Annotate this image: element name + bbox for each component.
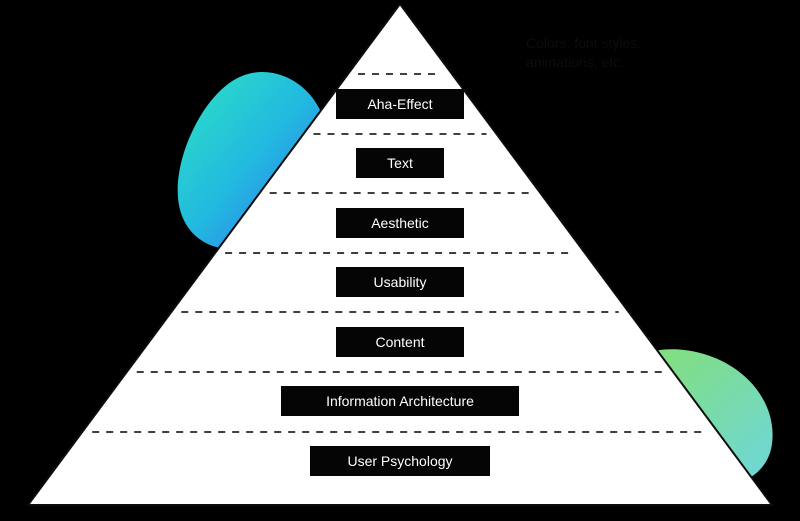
pyramid-layer-1: Text bbox=[356, 148, 444, 178]
annotation-text: Colors, font styles,animations, etc. bbox=[526, 34, 641, 72]
pyramid-layer-6: User Psychology bbox=[310, 446, 490, 476]
pyramid-layer-4: Content bbox=[336, 327, 464, 357]
pyramid-layer-3: Usability bbox=[336, 267, 464, 297]
diagram-stage: Aha-Effect Text Aesthetic Usability Content I… bbox=[0, 0, 800, 521]
pyramid-layer-5: Information Architecture bbox=[281, 386, 519, 416]
annotation-line: animations, etc. bbox=[526, 53, 641, 72]
pyramid-layer-0: Aha-Effect bbox=[336, 89, 464, 119]
annotation-line: Colors, font styles, bbox=[526, 34, 641, 53]
pyramid bbox=[0, 0, 800, 521]
pyramid-layer-2: Aesthetic bbox=[336, 208, 464, 238]
